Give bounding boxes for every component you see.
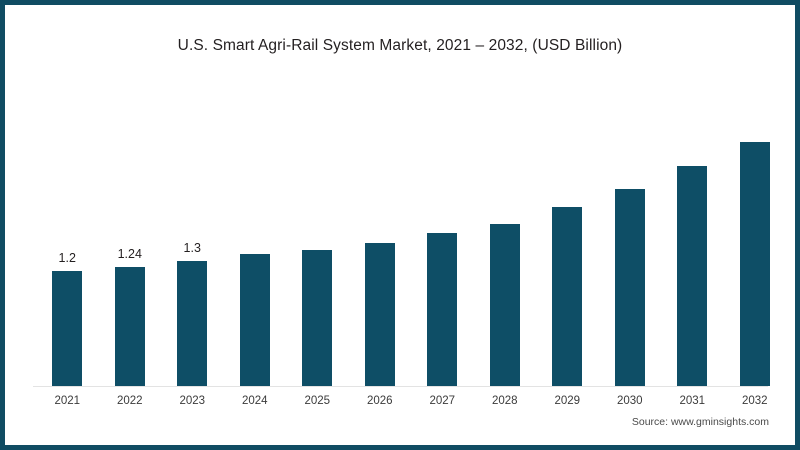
x-axis-line: [33, 386, 768, 387]
x-tick-label: 2029: [554, 395, 581, 407]
x-tick-label: 2027: [429, 395, 456, 407]
bar-group: 1.2 2021: [36, 5, 99, 445]
bar[interactable]: [52, 270, 83, 386]
bar-group: 2029: [536, 5, 599, 445]
x-tick-label: 2031: [679, 395, 706, 407]
bar[interactable]: [239, 254, 270, 386]
x-tick-label: 2025: [304, 395, 331, 407]
page-title: U.S. Smart Agri-Rail System Market, 2021…: [177, 37, 623, 54]
x-tick-label: 2026: [366, 395, 393, 407]
bar[interactable]: [427, 233, 458, 386]
bar-group: 2027: [411, 5, 474, 445]
bar-value-label: 1.2: [58, 250, 76, 265]
bar-group: 2030: [599, 5, 662, 445]
bar-group: 2025: [286, 5, 349, 445]
bar[interactable]: [739, 142, 770, 386]
x-tick-label: 2032: [741, 395, 768, 407]
bar[interactable]: [114, 266, 145, 386]
bar[interactable]: [489, 223, 520, 386]
bar-group: 1.3 2023: [161, 5, 224, 445]
bar-value-label: 1.3: [183, 241, 201, 256]
x-tick-label: 2022: [116, 395, 143, 407]
bar[interactable]: [302, 249, 333, 386]
bar-group: 2032: [724, 5, 787, 445]
bar[interactable]: [364, 242, 395, 386]
x-tick-label: 2021: [54, 395, 81, 407]
bar-group: 2024: [224, 5, 287, 445]
source-note: Source: www.gminsights.com: [631, 416, 769, 428]
x-tick-label: 2028: [491, 395, 518, 407]
bar-group: 1.24 2022: [99, 5, 162, 445]
bar-group: 2026: [349, 5, 412, 445]
x-tick-label: 2030: [616, 395, 643, 407]
chart-canvas: U.S. Smart Agri-Rail System Market, 2021…: [5, 5, 795, 445]
x-tick-label: 2024: [241, 395, 268, 407]
bar[interactable]: [614, 189, 645, 386]
bar[interactable]: [677, 166, 708, 386]
bar-group: 2028: [474, 5, 537, 445]
x-tick-label: 2023: [179, 395, 206, 407]
bar[interactable]: [177, 261, 208, 386]
bar-value-label: 1.24: [117, 246, 142, 261]
bar-group: 2031: [661, 5, 724, 445]
bar[interactable]: [552, 207, 583, 386]
plot-area: 1.2 2021 1.24 2022 1.3 2023 2024 2025 2026 2027 20…: [5, 5, 795, 445]
